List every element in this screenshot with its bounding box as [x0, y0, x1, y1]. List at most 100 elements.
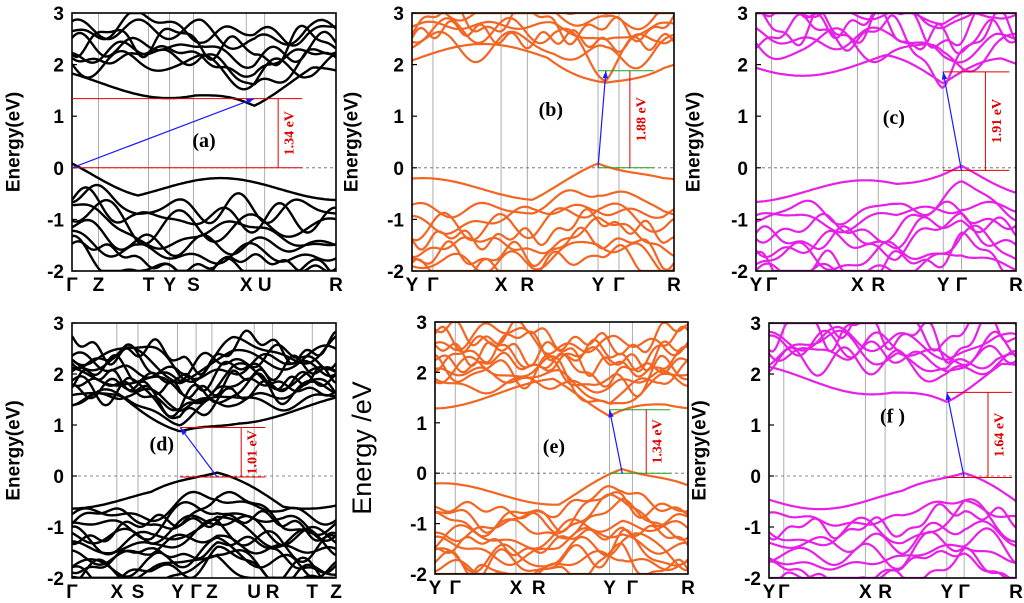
kpoint-label: Γ: [66, 275, 78, 296]
y-axis-label: Energy(eV): [4, 400, 25, 500]
kpoint-label: R: [681, 578, 695, 599]
conduction-band: [756, 13, 1016, 49]
valence-band: [72, 186, 336, 234]
kpoint-label: Y: [171, 582, 184, 603]
kpoint-label: Γ: [627, 578, 639, 599]
valence-band: [72, 545, 336, 578]
transition-arrow: [71, 98, 255, 169]
transition-arrowhead: [602, 70, 609, 79]
kpoint-label: X: [240, 275, 253, 296]
transition-arrow: [179, 427, 218, 478]
kpoint-label: R: [329, 275, 343, 296]
y-axis-label: Energy(eV): [4, 92, 25, 192]
conduction-band: [412, 13, 674, 31]
kpoint-label: Y: [406, 275, 419, 296]
band-gap-value: 1.34 eV: [651, 419, 666, 463]
panel-label: (d): [150, 434, 174, 456]
valence-band: [72, 500, 336, 542]
panel-label: (c): [883, 107, 905, 129]
bands: [769, 323, 1016, 578]
band-gap-value: 1.91 eV: [990, 99, 1005, 143]
conduction-band: [72, 362, 336, 403]
kpoint-label: Z: [93, 275, 105, 296]
conduction-band: [756, 53, 1016, 85]
kpoint-label: R: [667, 275, 681, 296]
valence-band: [756, 212, 1016, 262]
panel-label: (b): [539, 99, 563, 121]
valence-band: [412, 226, 674, 271]
y-tick-label: 1: [53, 416, 64, 437]
kpoint-label: U: [258, 275, 272, 296]
valence-band: [756, 164, 1016, 204]
valence-band: [769, 498, 1016, 547]
kpoint-label: Y: [163, 275, 176, 296]
band-gap-value: 1.88 eV: [634, 97, 649, 141]
valence-band: [72, 490, 336, 526]
y-tick-label: 2: [737, 56, 748, 77]
kpoint-label: R: [266, 582, 280, 603]
valence-band: [412, 189, 674, 219]
conduction-band: [769, 362, 1016, 403]
y-tick-label: 2: [53, 56, 64, 77]
conduction-band: [769, 346, 1016, 383]
conduction-band: [769, 323, 1016, 365]
transition-arrowhead: [945, 392, 952, 401]
valence-band: [769, 520, 1016, 556]
y-axis-label: Energy(eV): [684, 92, 705, 192]
conduction-band: [435, 322, 688, 356]
kpoint-label: Γ: [427, 275, 439, 296]
kpoint-label: Y: [937, 275, 950, 296]
kpoint-label: T: [143, 275, 155, 296]
valence-band: [756, 252, 1016, 271]
valence-band: [769, 547, 1016, 578]
kpoint-label: X: [510, 578, 523, 599]
y-tick-label: 0: [750, 467, 761, 488]
bands: [756, 13, 1016, 271]
transition-arrow: [608, 409, 623, 474]
y-tick-label: 3: [53, 314, 64, 335]
valence-band: [435, 485, 688, 520]
valence-band: [756, 224, 1016, 271]
conduction-band: [72, 44, 336, 78]
valence-band: [72, 240, 336, 271]
kpoint-label: X: [859, 582, 872, 603]
valence-band: [435, 497, 688, 543]
panel-label: (f ): [880, 405, 905, 427]
y-axis-label: Energy /eV: [347, 381, 377, 515]
y-tick-label: 3: [53, 4, 64, 25]
kpoint-label: Γ: [956, 275, 968, 296]
valence-band: [412, 207, 674, 251]
y-axis-label: Energy(eV): [342, 92, 363, 192]
plot-frame: [434, 321, 689, 575]
valence-band: [72, 490, 336, 537]
valence-band: [72, 548, 336, 578]
plot-frame: [768, 322, 1017, 579]
y-tick-label: 1: [750, 416, 761, 437]
y-tick-label: 2: [750, 365, 761, 386]
conduction-band: [72, 66, 336, 107]
y-tick-label: -2: [47, 262, 64, 283]
y-tick-label: 1: [737, 107, 748, 128]
plot-frame: [71, 12, 337, 272]
bands: [72, 13, 336, 271]
y-tick-label: -1: [744, 518, 761, 539]
valence-band: [412, 162, 674, 201]
valence-band: [412, 216, 674, 259]
valence-band: [72, 554, 336, 578]
kpoint-label: R: [520, 275, 534, 296]
conduction-band: [412, 13, 674, 46]
conduction-band: [435, 340, 688, 378]
y-tick-label: 0: [53, 467, 64, 488]
valence-band: [769, 499, 1016, 527]
conduction-band: [72, 329, 336, 376]
y-tick-label: -2: [744, 569, 761, 590]
y-tick-label: -1: [47, 518, 64, 539]
valence-band: [435, 524, 688, 557]
panel-a: -2 -1 0 1 2 3 Energy(eV) Γ Z T Y S X U R 1.34 eV (a): [4, 4, 344, 296]
conduction-band: [435, 366, 688, 394]
kpoint-label: Γ: [450, 578, 462, 599]
